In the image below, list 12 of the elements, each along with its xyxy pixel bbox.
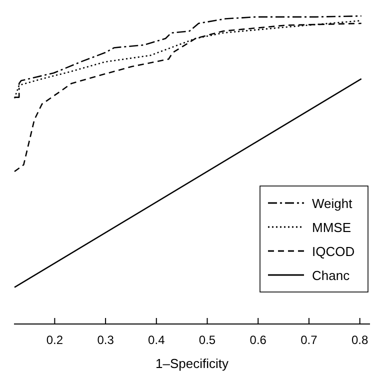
x-tick-label: 0.5 [198, 333, 216, 347]
x-tick-label: 0.8 [351, 333, 368, 347]
legend-label: Chanc [312, 268, 350, 283]
legend-label: MMSE [312, 220, 352, 235]
x-tick-label: 0.3 [97, 333, 114, 347]
x-tick-label: 0.7 [300, 333, 318, 347]
x-axis-title: 1–Specificity [156, 356, 229, 371]
legend-label: Weight [312, 196, 353, 211]
x-tick-label: 0.6 [250, 333, 267, 347]
x-tick-label: 0.4 [148, 333, 166, 347]
x-tick-label: 0.2 [46, 333, 64, 347]
legend-label: IQCOD [312, 244, 355, 259]
